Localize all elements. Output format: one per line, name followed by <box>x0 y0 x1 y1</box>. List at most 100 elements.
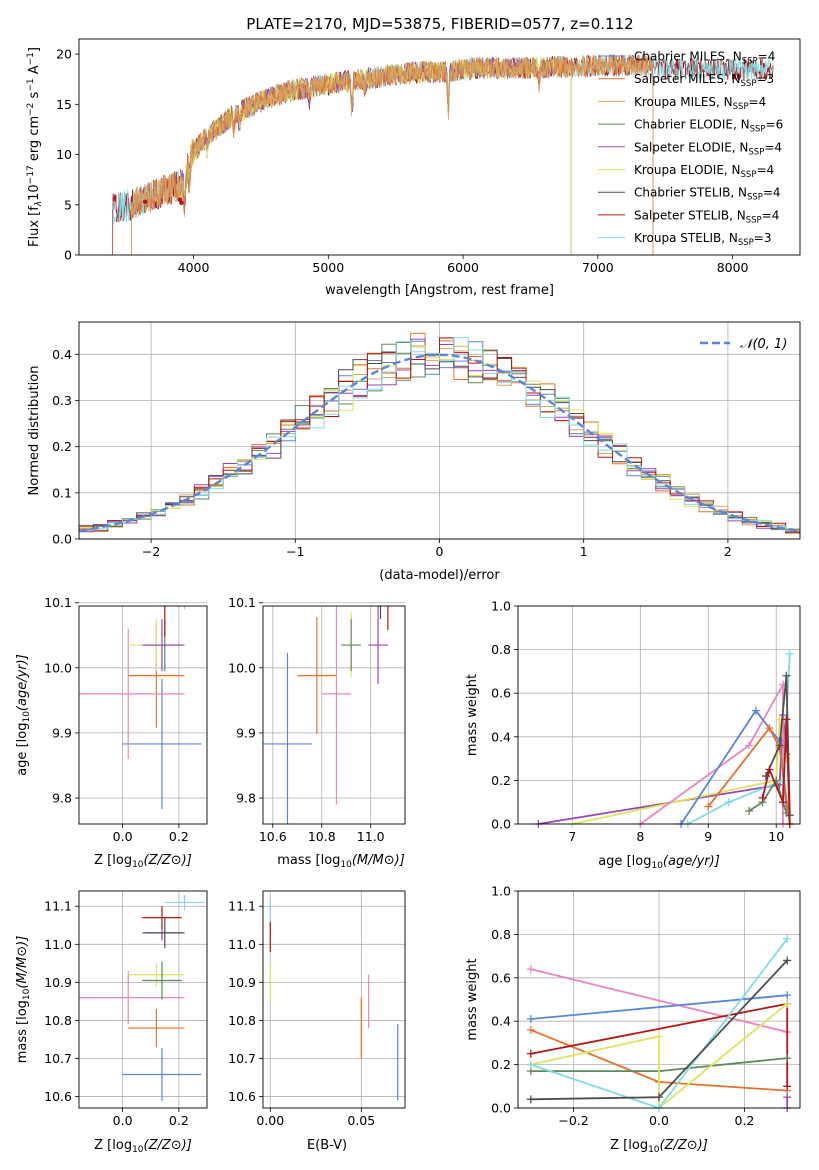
legend-sub: SSP <box>746 215 762 225</box>
legend-entry: Salpeter MILES, NSSP=3 <box>634 72 774 89</box>
y-tick-label: 0.0 <box>491 817 511 832</box>
axis-label-text: age [log <box>15 723 30 776</box>
y-tick-label: 10.9 <box>228 975 256 990</box>
axis-label: Z [log10(Z/Z⊙)] <box>94 853 192 870</box>
legend-n: =3 <box>754 231 772 245</box>
mass-vs-metallicity-panel: 0.0 0.210.610.710.810.911.011.1Z [log10(Z… <box>15 890 208 1155</box>
axis-label-sub: 10 <box>648 1145 660 1155</box>
x-tick-label: 0.2 <box>169 829 189 844</box>
y-tick-label: 9.8 <box>236 790 256 805</box>
axes-frame <box>262 605 406 825</box>
axes-frame <box>517 605 801 825</box>
y-axis-label-exp: −1 <box>26 52 36 65</box>
axes-frame <box>78 38 801 256</box>
y-tick-label: 11.0 <box>44 937 72 952</box>
series-marker-kroupa_stelib <box>526 1060 535 1069</box>
series-marker-salpeter_stelib <box>783 1082 792 1091</box>
weight-vs-metallicity-panel: −0.2 0.0 0.2 0.0 0.2 0.4 0.6 0.8 1.0 mass weight Z… <box>465 884 801 1155</box>
legend-entry: Chabrier MILES, NSSP=4 <box>634 50 775 67</box>
y-tick-label: 11.1 <box>44 899 72 914</box>
y-tick-label: 9.8 <box>52 790 72 805</box>
series-marker-chabrier_miles <box>783 991 792 1000</box>
series-marker-salpeter_miles <box>526 1025 535 1034</box>
legend-label: Kroupa MILES, N <box>634 95 733 109</box>
legend-entry: Salpeter ELODIE, NSSP=4 <box>634 140 782 157</box>
series-marker-kroupa_stelib <box>724 798 733 807</box>
y-tick-label: 11.0 <box>228 937 256 952</box>
legend-sub: SSP <box>748 147 764 157</box>
y-tick-label: 0.4 <box>491 729 511 744</box>
legend-label: Salpeter STELIB, N <box>634 208 746 222</box>
axis-label: age [log10(age/yr)] <box>598 854 720 871</box>
x-tick-label: 4000 <box>178 260 210 275</box>
x-tick-label: 5000 <box>312 260 344 275</box>
y-tick-label: 0.1 <box>52 485 72 500</box>
axis-label-sub: 10 <box>22 711 32 723</box>
axis-label-inner: (age/yr)] <box>15 654 30 711</box>
axis-label: mass [log10(M/M⊙)] <box>15 936 32 1064</box>
series-marker-kroupa_stelib <box>783 934 792 943</box>
y-tick-label: 10.6 <box>44 1089 72 1104</box>
x-tick-label: 0.0 <box>649 1113 669 1128</box>
y-axis-label: mass weight <box>465 958 480 1040</box>
series-line-kroupa_stelib <box>530 938 788 1108</box>
y-tick-label: 0.4 <box>52 347 72 362</box>
x-axis-label: (data-model)/error <box>379 568 500 583</box>
legend-n: =4 <box>763 186 781 200</box>
series-line-chabrier_miles <box>530 994 788 1020</box>
axis-label-sub: 10 <box>651 861 663 871</box>
series-marker-chabrier_elodie <box>783 1054 792 1063</box>
y-tick-label: 0.8 <box>491 642 511 657</box>
x-tick-label: 7 <box>568 829 576 844</box>
y-axis-label-exp: −1 <box>26 78 36 91</box>
x-tick-label: 0 <box>436 544 444 559</box>
y-axis-label-units: erg cm <box>27 116 42 165</box>
y-tick-label: 10.6 <box>228 1089 256 1104</box>
axes-frame <box>262 890 406 1109</box>
y-tick-label: 5 <box>64 197 72 212</box>
legend-entry: Kroupa MILES, NSSP=4 <box>634 95 766 112</box>
axis-label-inner: (Z/Z⊙)] <box>144 1138 192 1153</box>
y-axis-label-rest: 10 <box>27 184 42 201</box>
axis-label-text: age [log <box>598 854 651 869</box>
y-tick-label: 0.8 <box>491 927 511 942</box>
series-marker-chabrier_stelib <box>655 1093 663 1102</box>
legend-label: Chabrier MILES, N <box>634 50 742 64</box>
axis-label-sub: 10 <box>340 860 352 870</box>
axis-label: mass [log10(M/M⊙)] <box>277 853 405 870</box>
x-tick-label: 10.6 <box>259 829 287 844</box>
y-tick-label: 10.1 <box>228 595 256 610</box>
y-tick-label: 0 <box>64 248 72 263</box>
axis-label-text: Z [log <box>94 853 132 868</box>
series-marker-chabrier_stelib <box>526 1095 535 1104</box>
axes-frame <box>78 605 208 825</box>
legend-label: Chabrier ELODIE, N <box>634 118 750 132</box>
axis-label: age [log10(age/yr)] <box>15 654 32 776</box>
x-tick-label: 9 <box>704 829 712 844</box>
series-marker-salpeter_stelib <box>782 715 791 724</box>
series-marker-salpeter_miles <box>765 724 774 733</box>
y-tick-label: 0.2 <box>491 773 511 788</box>
legend-n: =6 <box>766 118 784 132</box>
series-marker-salpeter_stelib <box>779 798 788 807</box>
series-marker-salpeter_stelib <box>526 1049 535 1058</box>
series-marker-pink <box>526 965 535 974</box>
y-tick-label: 1.0 <box>491 599 511 614</box>
axis-label-text: mass [log <box>277 853 340 868</box>
legend-n: =4 <box>749 95 767 109</box>
x-tick-label: 0.00 <box>256 1113 284 1128</box>
series-marker-kroupa_elodie <box>783 999 792 1008</box>
axis-label: Z [log10(Z/Z⊙)] <box>94 1138 192 1155</box>
legend-n: =4 <box>764 140 782 154</box>
y-axis-label-sub: λ <box>34 201 44 207</box>
axis-label-sub: 10 <box>132 860 144 870</box>
axis-label-inner: (Z/Z⊙)] <box>660 1138 708 1153</box>
x-tick-label: 8000 <box>717 260 749 275</box>
y-axis-label-end: ] <box>27 47 42 52</box>
series-marker-salpeter_miles <box>704 802 713 811</box>
legend-label: Kroupa ELODIE, N <box>634 163 741 177</box>
series-marker-salpeter_stelib <box>765 765 774 774</box>
series-marker-kroupa_elodie <box>655 1032 663 1041</box>
y-tick-label: 0.6 <box>491 970 511 985</box>
y-tick-label: 15 <box>56 97 72 112</box>
